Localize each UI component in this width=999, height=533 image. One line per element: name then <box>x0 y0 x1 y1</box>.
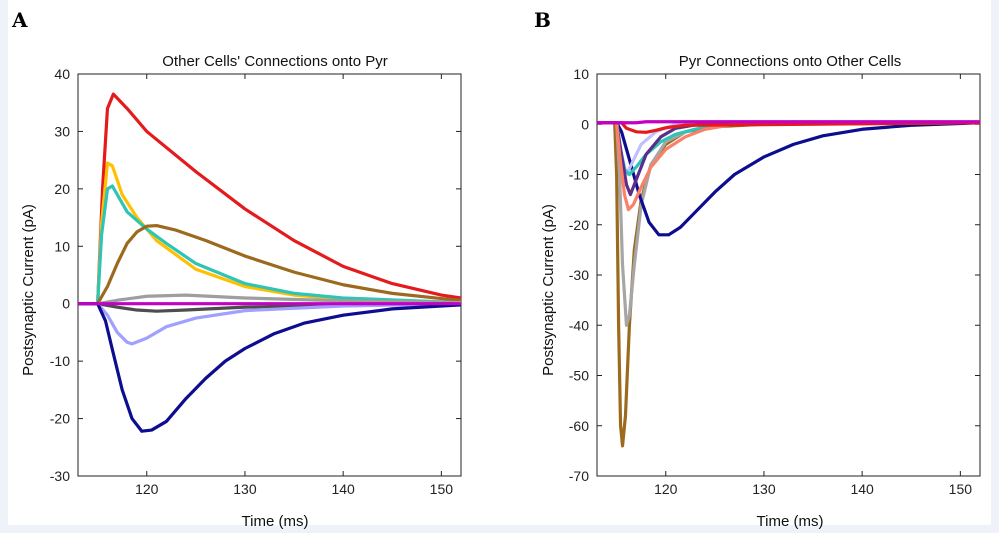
chart-a-plot-area: 120 130 140 150 -30 -20 -10 0 10 20 30 40 <box>50 66 462 497</box>
chart-b-series-line-8 <box>597 121 980 134</box>
panel-b-letter: B <box>534 8 551 32</box>
chart-b: Pyr Connections onto Other Cells Time (m… <box>540 53 981 530</box>
chart-a-xtick-label: 130 <box>233 481 257 497</box>
chart-b-series-line-3 <box>597 121 980 237</box>
chart-a-series-line-8 <box>78 302 461 433</box>
chart-a-ytick-label: -10 <box>50 353 70 369</box>
chart-b-ytick-label: -30 <box>569 267 589 283</box>
chart-a-ytick-label: 0 <box>62 296 70 312</box>
chart-a-series-line-7 <box>78 302 461 346</box>
chart-b-xtick-label: 130 <box>752 481 776 497</box>
panel-a-letter: A <box>12 8 28 32</box>
chart-a-series-line-4 <box>78 224 461 306</box>
chart-a-axes-box <box>77 73 462 477</box>
chart-b-series-line-7 <box>597 121 980 212</box>
chart-a-series-line-1 <box>78 92 461 306</box>
chart-b-ytick-label: -20 <box>569 217 589 233</box>
chart-b-xtick-label: 140 <box>850 481 874 497</box>
chart-a-xtick-label: 120 <box>135 481 159 497</box>
chart-a-xtick-label: 150 <box>430 481 454 497</box>
chart-a-ytick-label: 20 <box>54 181 70 197</box>
chart-b-ytick-label: -60 <box>569 418 589 434</box>
right-border <box>991 0 999 533</box>
left-border <box>0 0 8 533</box>
chart-a-ytick-label: -20 <box>50 411 70 427</box>
chart-b-xtick-label: 120 <box>654 481 678 497</box>
chart-b-ytick-label: 0 <box>581 116 589 132</box>
chart-b-title: Pyr Connections onto Other Cells <box>679 53 902 70</box>
chart-a-xtick-label: 140 <box>331 481 355 497</box>
chart-a-xlabel: Time (ms) <box>242 513 309 530</box>
chart-b-ytick-label: 10 <box>573 66 589 82</box>
chart-b-ytick-label: -50 <box>569 368 589 384</box>
chart-b-ytick-label: -40 <box>569 317 589 333</box>
chart-b-xtick-label: 150 <box>949 481 973 497</box>
chart-a-ytick-label: 40 <box>54 66 70 82</box>
chart-b-xlabel: Time (ms) <box>757 513 824 530</box>
chart-b-ylabel: Postsynaptic Current (pA) <box>540 204 557 376</box>
chart-b-plot-area: 120 130 140 150 -70 -60 -50 -40 -30 -20 -10 0 10 <box>569 66 981 497</box>
chart-a-ytick-label: 10 <box>54 238 70 254</box>
chart-a-ytick-label: -30 <box>50 468 70 484</box>
chart-b-ytick-label: -70 <box>569 468 589 484</box>
chart-a: Other Cells' Connections onto Pyr Time (… <box>20 53 462 530</box>
chart-a-ylabel: Postsynaptic Current (pA) <box>20 204 37 376</box>
bottom-border <box>0 525 999 533</box>
chart-a-ytick-label: 30 <box>54 123 70 139</box>
chart-a-series-line-3 <box>78 184 461 306</box>
chart-b-ytick-label: -10 <box>569 167 589 183</box>
chart-a-title: Other Cells' Connections onto Pyr <box>162 53 387 70</box>
chart-b-series-line-9 <box>597 120 980 125</box>
